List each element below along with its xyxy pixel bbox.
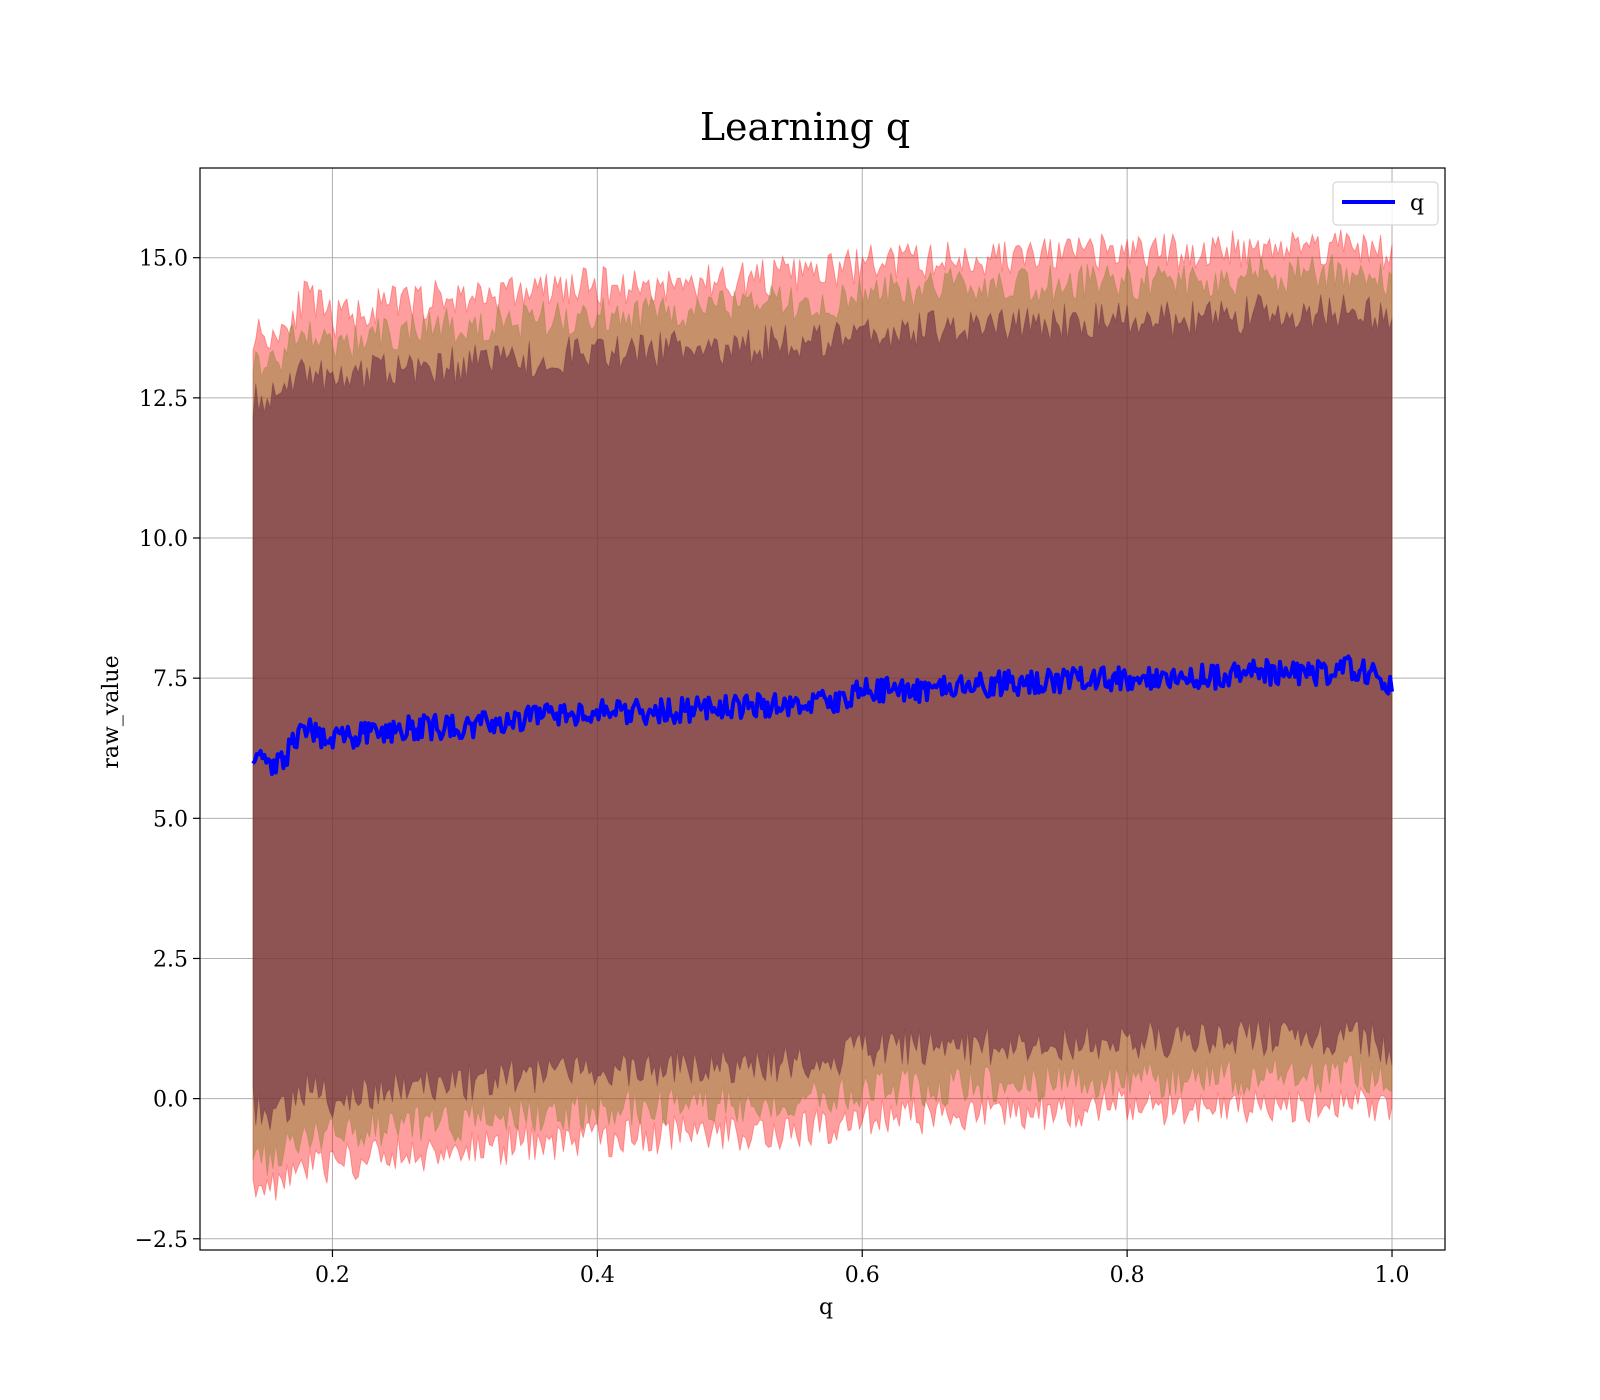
line-layer: [251, 654, 1394, 776]
series-line-q: [251, 654, 1394, 776]
band-layer: [252, 229, 1393, 1201]
y-tick-label: −2.5: [135, 1228, 188, 1253]
y-tick-label: 15.0: [139, 247, 188, 272]
x-tick-label: 0.2: [315, 1263, 350, 1288]
x-tick-label: 1.0: [1375, 1263, 1410, 1288]
x-tick-label: 0.4: [580, 1263, 615, 1288]
x-axis-label: q: [819, 1295, 833, 1320]
x-axis: 0.2 0.4 0.6 0.8 1.0: [315, 1250, 1410, 1288]
y-axis: −2.5 0.0 2.5 5.0 7.5 10.0 12.5 15.0: [135, 247, 200, 1253]
plot-frame: [199, 167, 1446, 1251]
confidence-band-2: [252, 293, 1393, 1131]
x-tick-label: 0.8: [1110, 1263, 1145, 1288]
legend: q: [1332, 181, 1439, 226]
y-tick-label: 2.5: [153, 947, 188, 972]
y-tick-label: 5.0: [153, 807, 188, 832]
y-tick-label: 0.0: [153, 1088, 188, 1113]
legend-label-q: q: [1410, 191, 1424, 216]
y-tick-label: 12.5: [139, 387, 188, 412]
y-tick-label: 7.5: [153, 667, 188, 692]
chart-title: Learning q: [700, 105, 910, 149]
x-tick-label: 0.6: [845, 1263, 880, 1288]
y-axis-label: raw_value: [99, 655, 124, 768]
y-tick-label: 10.0: [139, 527, 188, 552]
